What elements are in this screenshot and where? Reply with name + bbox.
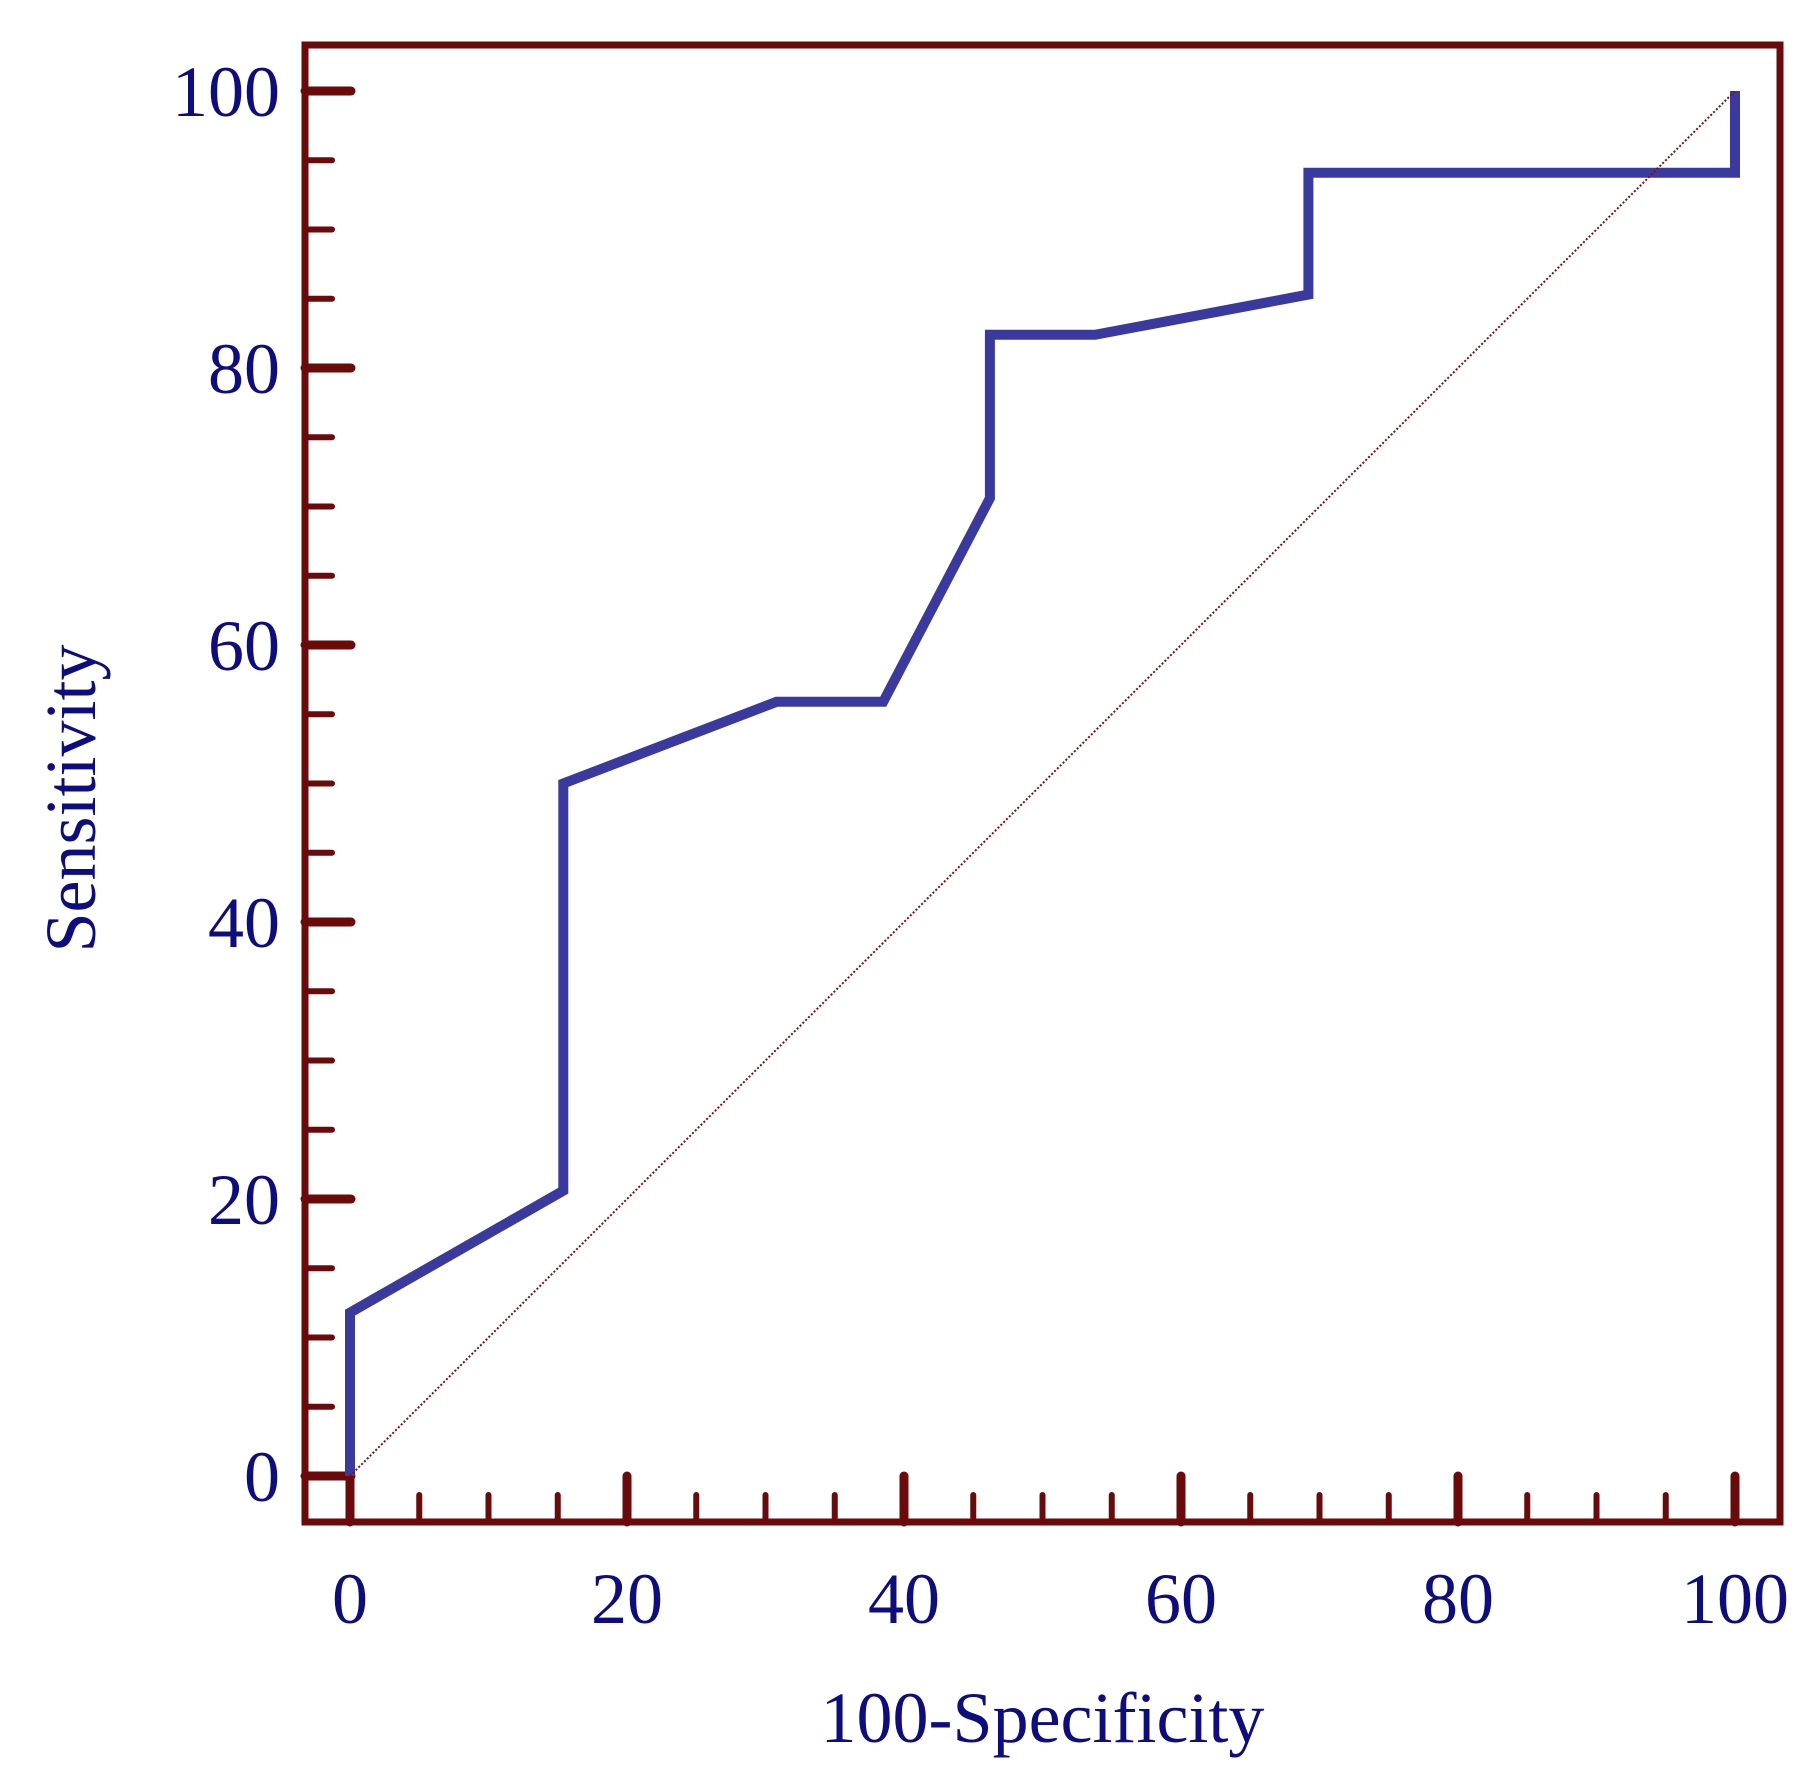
x-tick-label: 60 xyxy=(1145,1559,1217,1639)
y-tick-label: 20 xyxy=(208,1160,280,1240)
reference-diagonal-line xyxy=(349,90,1736,1477)
y-tick-label: 80 xyxy=(208,329,280,409)
y-tick-label: 60 xyxy=(208,606,280,686)
roc-curve-line xyxy=(345,91,1740,1476)
tick-labels: 0 20 40 60 80 100 0 20 40 60 80 100 xyxy=(172,52,1789,1639)
x-tick-label: 0 xyxy=(332,1559,368,1639)
tick-marks xyxy=(300,86,1740,1527)
y-tick-label: 40 xyxy=(208,883,280,963)
y-tick-label: 100 xyxy=(172,52,280,132)
plot-lines xyxy=(345,90,1740,1477)
y-tick-label: 0 xyxy=(244,1437,280,1517)
x-tick-label: 80 xyxy=(1422,1559,1494,1639)
y-axis-title: Sensitivity xyxy=(31,644,111,952)
plot-frame xyxy=(301,41,1784,1526)
x-tick-label: 100 xyxy=(1681,1559,1789,1639)
x-axis-title: 100-Specificity xyxy=(821,1678,1265,1758)
x-tick-label: 40 xyxy=(868,1559,940,1639)
x-tick-label: 20 xyxy=(591,1559,663,1639)
